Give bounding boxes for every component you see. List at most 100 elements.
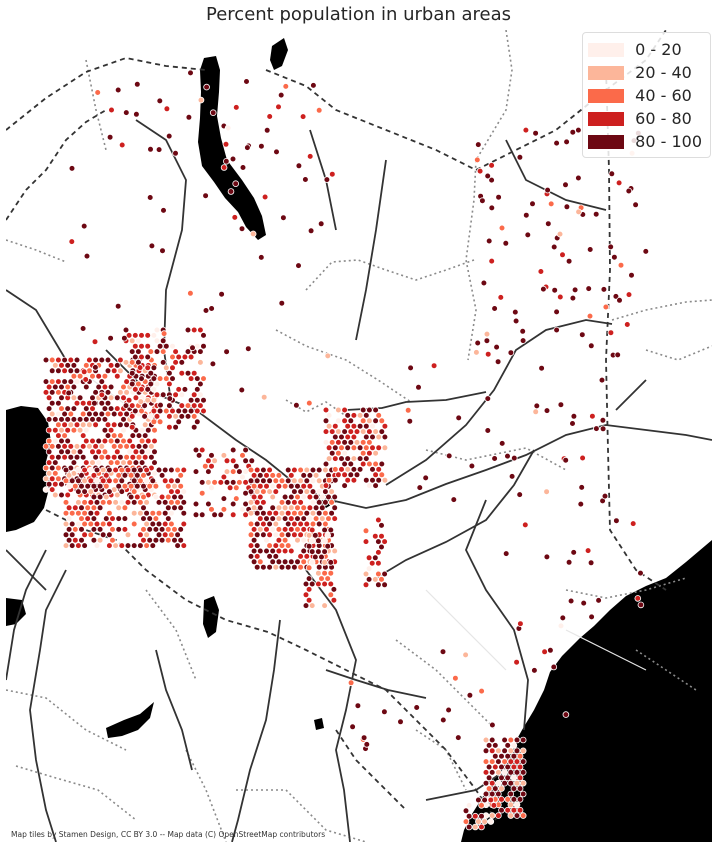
hexbin-marker [570,412,578,420]
hexbin-marker [68,531,76,539]
hexbin-marker [128,380,136,388]
hexbin-marker [281,547,289,555]
hexbin-marker [362,412,370,419]
hexbin-layer[interactable] [42,69,650,831]
hexbin-marker [95,437,102,445]
hexbin-marker [253,509,261,517]
hexbin-marker [200,407,207,415]
hexbin-marker [42,464,50,472]
hexbin-marker [335,406,342,414]
hexbin-marker [306,482,314,490]
hexbin-marker [474,339,482,347]
hexbin-marker [236,479,243,486]
hexbin-marker [122,402,130,409]
hexbin-marker [107,405,115,412]
hexbin-marker [92,389,99,396]
hexbin-marker [272,531,280,539]
hexbin-marker [90,472,98,479]
hexbin-marker [117,432,124,439]
hexbin-marker [94,89,101,96]
hexbin-marker [117,421,124,429]
hexbin-marker [55,367,62,375]
hexbin-marker [613,517,620,525]
hexbin-marker [303,509,311,517]
hexbin-marker [321,526,328,534]
hexbin-marker [45,470,53,477]
hexbin-marker [104,356,112,364]
hexbin-marker [114,86,122,94]
hexbin-marker [381,422,389,430]
hexbin-marker [281,515,289,522]
hexbin-marker [51,383,59,391]
hexbin-marker [150,407,158,415]
hexbin-marker [61,410,68,418]
hexbin-marker [263,472,270,479]
hexbin-marker [537,268,545,275]
hexbin-marker [462,651,469,659]
hexbin-marker [89,459,96,466]
hexbin-marker [315,580,322,588]
lake-baringo [203,596,219,638]
hexbin-marker [266,477,273,485]
hexbin-marker [266,542,273,549]
hexbin-marker [322,460,330,468]
basemap-admin-lines [6,30,712,842]
hexbin-marker [325,412,333,419]
hexbin-marker [177,536,185,544]
hexbin-marker [338,444,345,452]
hexbin-marker [510,806,518,814]
hexbin-marker [331,444,339,452]
hexbin-marker [110,443,118,450]
hexbin-marker [328,488,335,495]
hexbin-marker [75,509,82,517]
hexbin-marker [308,526,316,534]
hexbin-marker [70,372,78,380]
hexbin-marker [275,472,283,479]
hexbin-marker [354,702,362,709]
hexbin-marker [208,305,215,312]
hexbin-marker [371,532,379,540]
hexbin-marker [89,437,96,445]
hexbin-marker [92,453,99,461]
hexbin-marker [90,536,98,544]
map-canvas[interactable] [6,30,712,842]
hexbin-marker [67,410,75,418]
hexbin-marker [73,356,81,364]
hexbin-marker [198,446,206,454]
hexbin-marker [375,538,382,545]
hexbin-marker [117,356,124,364]
hexbin-marker [508,473,516,480]
hexbin-marker [62,477,70,485]
hexbin-marker [190,413,198,420]
hexbin-marker [132,342,139,350]
hexbin-marker [481,818,488,825]
hexbin-marker [217,479,225,486]
hexbin-marker [95,448,102,456]
hexbin-marker [366,439,373,446]
hexbin-marker [325,515,332,522]
hexbin-marker [106,133,114,141]
hexbin-marker [253,563,261,571]
hexbin-marker [575,126,582,134]
hexbin-marker [513,747,521,755]
hexbin-marker [381,433,389,441]
hexbin-marker [205,500,212,508]
hexbin-marker [132,386,139,393]
hexbin-marker [258,142,265,150]
hexbin-marker [247,531,255,539]
hexbin-marker [507,736,515,744]
hexbin-marker [327,559,335,566]
hexbin-marker [123,443,130,450]
hexbin-marker [202,307,210,314]
hexbin-marker [101,416,109,423]
hexbin-marker [328,428,336,435]
hexbin-marker [311,532,319,539]
hexbin-marker [55,475,62,483]
hexbin-marker [55,464,62,472]
hexbin-marker [501,736,508,744]
hexbin-marker [112,542,119,549]
hexbin-marker [140,515,147,522]
hexbin-marker [128,369,136,377]
legend-label: 20 - 40 [635,63,692,82]
hexbin-marker [250,526,258,533]
